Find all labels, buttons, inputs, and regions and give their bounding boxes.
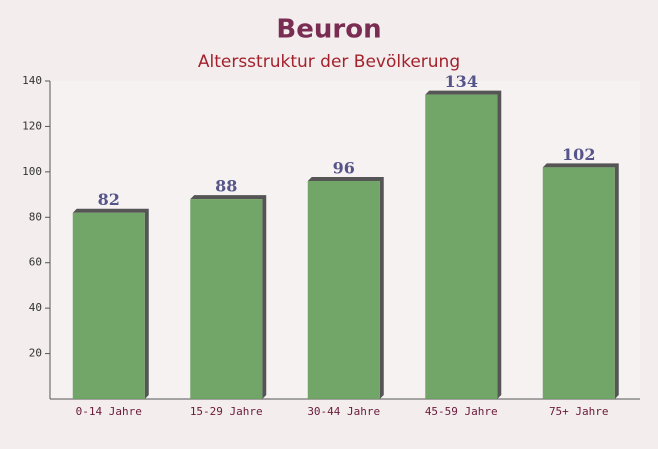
y-tick-label: 100	[22, 165, 42, 178]
chart-subtitle: Altersstruktur der Bevölkerung	[198, 52, 460, 72]
y-tick-label: 80	[29, 210, 42, 223]
x-tick-label: 15-29 Jahre	[190, 405, 263, 418]
bar	[425, 94, 498, 399]
bar	[72, 212, 145, 399]
x-tick-label: 75+ Jahre	[549, 405, 609, 418]
y-tick-label: 60	[29, 256, 42, 269]
value-label: 96	[333, 158, 355, 177]
value-label: 88	[215, 177, 237, 196]
x-tick-label: 0-14 Jahre	[76, 405, 142, 418]
value-label: 134	[445, 72, 478, 91]
x-tick-label: 30-44 Jahre	[307, 405, 380, 418]
bar	[307, 180, 380, 399]
value-label: 82	[98, 190, 120, 209]
bar	[542, 167, 615, 399]
bar	[190, 199, 263, 399]
value-label: 102	[562, 145, 595, 164]
x-tick-label: 45-59 Jahre	[425, 405, 498, 418]
y-tick-label: 20	[29, 347, 42, 360]
y-tick-label: 120	[22, 119, 42, 132]
chart-title: Beuron	[276, 15, 381, 45]
y-tick-label: 40	[29, 301, 42, 314]
y-tick-label: 140	[22, 74, 42, 87]
